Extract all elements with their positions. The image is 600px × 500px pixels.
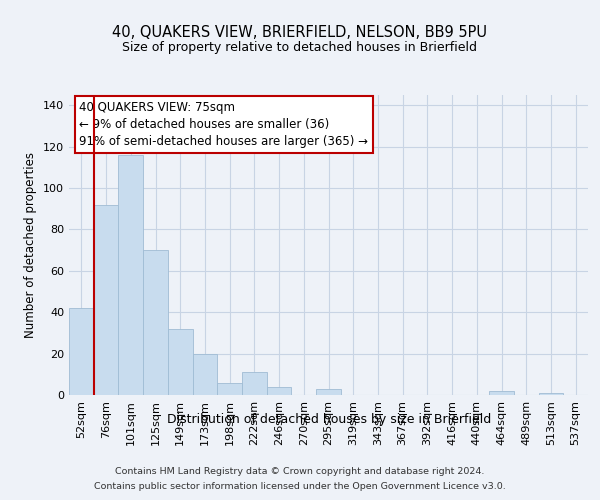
Bar (316, 389, 341, 395)
Bar (267, 386, 292, 395)
Bar (94, 204, 118, 395)
Text: 40, QUAKERS VIEW, BRIERFIELD, NELSON, BB9 5PU: 40, QUAKERS VIEW, BRIERFIELD, NELSON, BB… (113, 25, 487, 40)
Bar (69, 308, 94, 395)
Bar (242, 372, 267, 395)
Y-axis label: Number of detached properties: Number of detached properties (25, 152, 37, 338)
Text: 40 QUAKERS VIEW: 75sqm
← 9% of detached houses are smaller (36)
91% of semi-deta: 40 QUAKERS VIEW: 75sqm ← 9% of detached … (79, 101, 368, 148)
Bar (217, 382, 242, 395)
Bar (168, 329, 193, 395)
Bar (489, 391, 514, 395)
Text: Distribution of detached houses by size in Brierfield: Distribution of detached houses by size … (167, 412, 491, 426)
Text: Contains public sector information licensed under the Open Government Licence v3: Contains public sector information licen… (94, 482, 506, 491)
Bar (539, 393, 563, 395)
Text: Size of property relative to detached houses in Brierfield: Size of property relative to detached ho… (122, 41, 478, 54)
Bar (118, 155, 143, 395)
Bar (193, 354, 217, 395)
Bar (143, 250, 168, 395)
Text: Contains HM Land Registry data © Crown copyright and database right 2024.: Contains HM Land Registry data © Crown c… (115, 467, 485, 476)
